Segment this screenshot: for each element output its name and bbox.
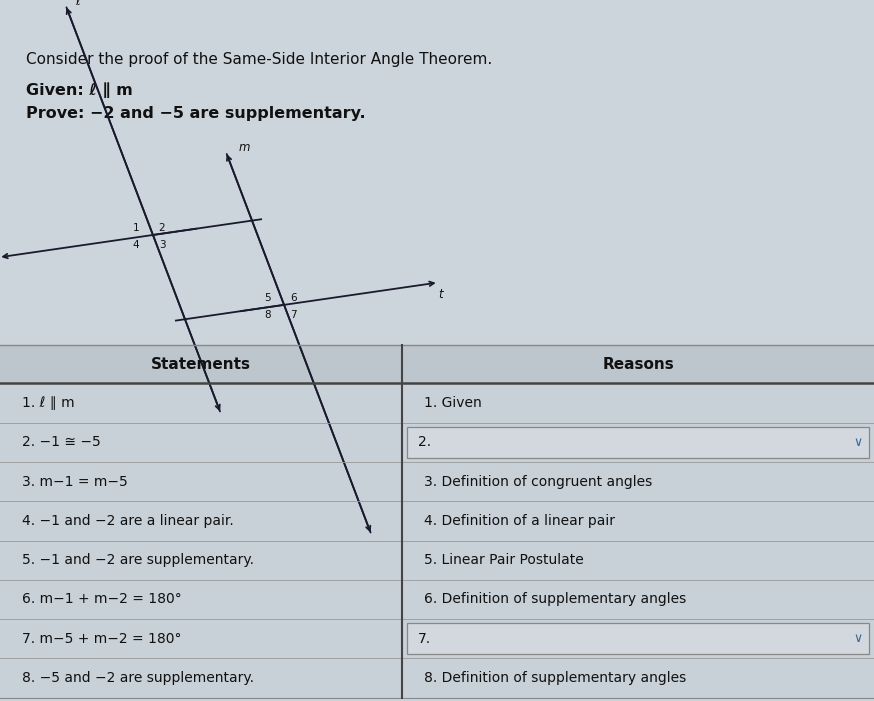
Text: t: t: [439, 288, 443, 301]
Text: 7. m−5 + m−2 = 180°: 7. m−5 + m−2 = 180°: [22, 632, 181, 646]
Bar: [0, 345, 874, 383]
Text: ℓ: ℓ: [75, 0, 80, 8]
Text: 2.: 2.: [418, 435, 431, 449]
Text: 2: 2: [159, 223, 165, 233]
Text: 6. m−1 + m−2 = 180°: 6. m−1 + m−2 = 180°: [22, 592, 182, 606]
Text: 2. −1 ≅ −5: 2. −1 ≅ −5: [22, 435, 101, 449]
Text: Statements: Statements: [151, 357, 251, 372]
Text: 4. Definition of a linear pair: 4. Definition of a linear pair: [424, 514, 615, 528]
Bar: [407, 427, 869, 458]
Text: 5. Linear Pair Postulate: 5. Linear Pair Postulate: [424, 553, 584, 567]
Text: 1. ℓ ∥ m: 1. ℓ ∥ m: [22, 396, 74, 410]
Text: 1. Given: 1. Given: [424, 396, 482, 410]
Text: 4. −1 and −2 are a linear pair.: 4. −1 and −2 are a linear pair.: [22, 514, 233, 528]
Text: 5. −1 and −2 are supplementary.: 5. −1 and −2 are supplementary.: [22, 553, 253, 567]
Text: 7: 7: [290, 310, 296, 320]
Text: Consider the proof of the Same-Side Interior Angle Theorem.: Consider the proof of the Same-Side Inte…: [26, 52, 492, 67]
Text: 4: 4: [133, 240, 140, 250]
Text: 3. Definition of congruent angles: 3. Definition of congruent angles: [424, 475, 652, 489]
Text: 7.: 7.: [418, 632, 431, 646]
Text: Prove: −2 and −5 are supplementary.: Prove: −2 and −5 are supplementary.: [26, 107, 366, 121]
Text: 3. m−1 = m−5: 3. m−1 = m−5: [22, 475, 128, 489]
Text: 8: 8: [264, 310, 271, 320]
Text: 3: 3: [159, 240, 165, 250]
Text: 5: 5: [264, 292, 271, 303]
Text: Given: ℓ ∥ m: Given: ℓ ∥ m: [26, 82, 133, 97]
Text: 8. −5 and −2 are supplementary.: 8. −5 and −2 are supplementary.: [22, 671, 253, 685]
Text: 6. Definition of supplementary angles: 6. Definition of supplementary angles: [424, 592, 686, 606]
Bar: [407, 623, 869, 655]
Text: Reasons: Reasons: [602, 357, 674, 372]
Text: 8. Definition of supplementary angles: 8. Definition of supplementary angles: [424, 671, 686, 685]
Bar: [0, 345, 874, 697]
Text: 6: 6: [290, 292, 296, 303]
Text: m: m: [239, 142, 250, 154]
Text: ∨: ∨: [854, 436, 863, 449]
Text: ∨: ∨: [854, 632, 863, 645]
Text: 1: 1: [133, 223, 140, 233]
